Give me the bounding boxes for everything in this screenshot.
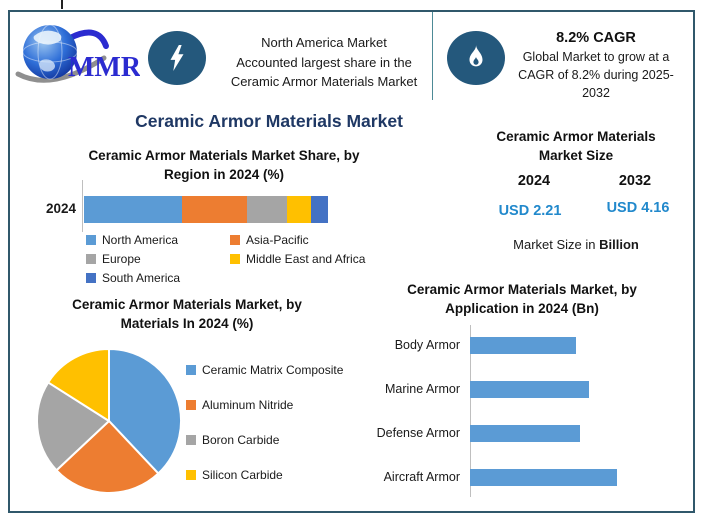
application-bar-aircraft-armor <box>470 468 617 486</box>
application-category-label: Aircraft Armor <box>383 470 460 484</box>
materials-legend-item-boron-carbide: Boron Carbide <box>186 433 343 447</box>
legend-label: Aluminum Nitride <box>202 398 294 412</box>
logo-text: MMR <box>68 52 140 83</box>
legend-label: Middle East and Africa <box>246 252 366 266</box>
mmr-logo: MMR <box>12 16 142 96</box>
pie-slice-aluminum-nitride <box>55 420 160 494</box>
market-size-note: Market Size in Billion <box>513 237 639 252</box>
cagr-block: 8.2% CAGR Global Market to grow at a CAG… <box>506 30 686 102</box>
region-bar-segment-north-america <box>84 196 182 223</box>
legend-label: Boron Carbide <box>202 433 280 447</box>
legend-swatch <box>186 365 196 375</box>
region-legend-item-south-america: South America <box>86 271 230 285</box>
legend-swatch <box>230 254 240 264</box>
highlight-line-2: Accounted largest share in the <box>236 54 412 70</box>
lightning-badge <box>148 31 206 85</box>
application-bar-rows: Body Armor Marine Armor Defense Armor Aircr… <box>370 323 670 499</box>
legend-swatch <box>86 235 96 245</box>
market-size-title: Ceramic Armor Materials Market Size <box>496 129 656 163</box>
cagr-title: 8.2% CAGR <box>556 30 636 46</box>
legend-swatch <box>186 400 196 410</box>
header-divider <box>432 12 433 100</box>
application-row-body-armor: Body Armor <box>370 323 670 367</box>
market-size-year-2032: 2032 <box>618 173 652 189</box>
region-chart-axis <box>82 180 83 232</box>
application-category-label: Marine Armor <box>384 382 460 396</box>
region-bar-segment-europe <box>247 196 287 223</box>
application-category-label: Body Armor <box>394 338 460 352</box>
market-size-note-unit: Billion <box>599 237 639 252</box>
legend-swatch <box>86 254 96 264</box>
region-bar-segment-asia-pacific <box>181 196 248 223</box>
highlight-line-3: Ceramic Armor Materials Market <box>230 74 418 89</box>
application-chart-title: Ceramic Armor Materials Market, by Appli… <box>407 282 637 316</box>
legend-label: South America <box>102 271 181 285</box>
pie-slice-silicon-carbide <box>47 348 110 422</box>
region-bar-segment-south-america <box>310 196 328 223</box>
legend-swatch <box>230 235 240 245</box>
region-legend-item-middle-east-and-africa: Middle East and Africa <box>230 252 401 266</box>
region-stacked-bar <box>84 196 328 223</box>
application-bar-body-armor <box>470 336 576 354</box>
region-bar-segment-middle-east-and-africa <box>286 196 311 223</box>
lightning-icon <box>170 45 184 71</box>
market-size-value-2024: USD 2.21 <box>498 203 562 219</box>
flame-icon <box>469 45 483 67</box>
materials-legend-item-silicon-carbide: Silicon Carbide <box>186 468 343 482</box>
region-legend: North America Asia-Pacific Europe Middle Ea… <box>86 233 401 285</box>
legend-label: Silicon Carbide <box>202 468 283 482</box>
region-legend-item-europe: Europe <box>86 252 230 266</box>
region-chart-category-label: 2024 <box>45 201 76 216</box>
materials-chart-title: Ceramic Armor Materials Market, by Mater… <box>72 297 302 331</box>
application-row-marine-armor: Marine Armor <box>370 367 670 411</box>
legend-label: Ceramic Matrix Composite <box>202 363 344 377</box>
region-legend-item-asia-pacific: Asia-Pacific <box>230 233 401 247</box>
highlight-line-1: North America Market <box>261 35 387 50</box>
market-size-value-2032: USD 4.16 <box>606 200 670 216</box>
legend-label: Europe <box>102 252 141 266</box>
materials-legend: Ceramic Matrix Composite Aluminum Nitride… <box>186 363 343 482</box>
application-bar-defense-armor <box>470 424 580 442</box>
cagr-badge <box>447 31 505 85</box>
application-chart-axis <box>470 325 471 497</box>
cagr-body: Global Market to grow at a CAGR of 8.2% … <box>518 50 674 101</box>
application-bar-marine-armor <box>470 380 589 398</box>
application-row-defense-armor: Defense Armor <box>370 411 670 455</box>
region-chart-title: Ceramic Armor Materials Market Share, by… <box>88 148 360 182</box>
application-category-label: Defense Armor <box>376 426 460 440</box>
legend-swatch <box>86 273 96 283</box>
top-tick-mark <box>61 0 63 9</box>
globe-logo-icon: MMR <box>15 24 142 83</box>
legend-label: Asia-Pacific <box>246 233 309 247</box>
legend-swatch <box>186 435 196 445</box>
pie-slice-ceramic-matrix-composite <box>108 348 182 475</box>
materials-pie-chart <box>35 348 182 494</box>
legend-label: North America <box>102 233 179 247</box>
region-legend-item-north-america: North America <box>86 233 230 247</box>
materials-legend-item-aluminum-nitride: Aluminum Nitride <box>186 398 343 412</box>
market-size-year-2024: 2024 <box>517 173 551 189</box>
page-title: Ceramic Armor Materials Market <box>135 111 403 131</box>
highlight-text: North America Market Accounted largest s… <box>212 33 436 92</box>
legend-swatch <box>186 470 196 480</box>
pie-slice-boron-carbide <box>35 381 110 472</box>
materials-legend-item-ceramic-matrix-composite: Ceramic Matrix Composite <box>186 363 343 377</box>
application-row-aircraft-armor: Aircraft Armor <box>370 455 670 499</box>
